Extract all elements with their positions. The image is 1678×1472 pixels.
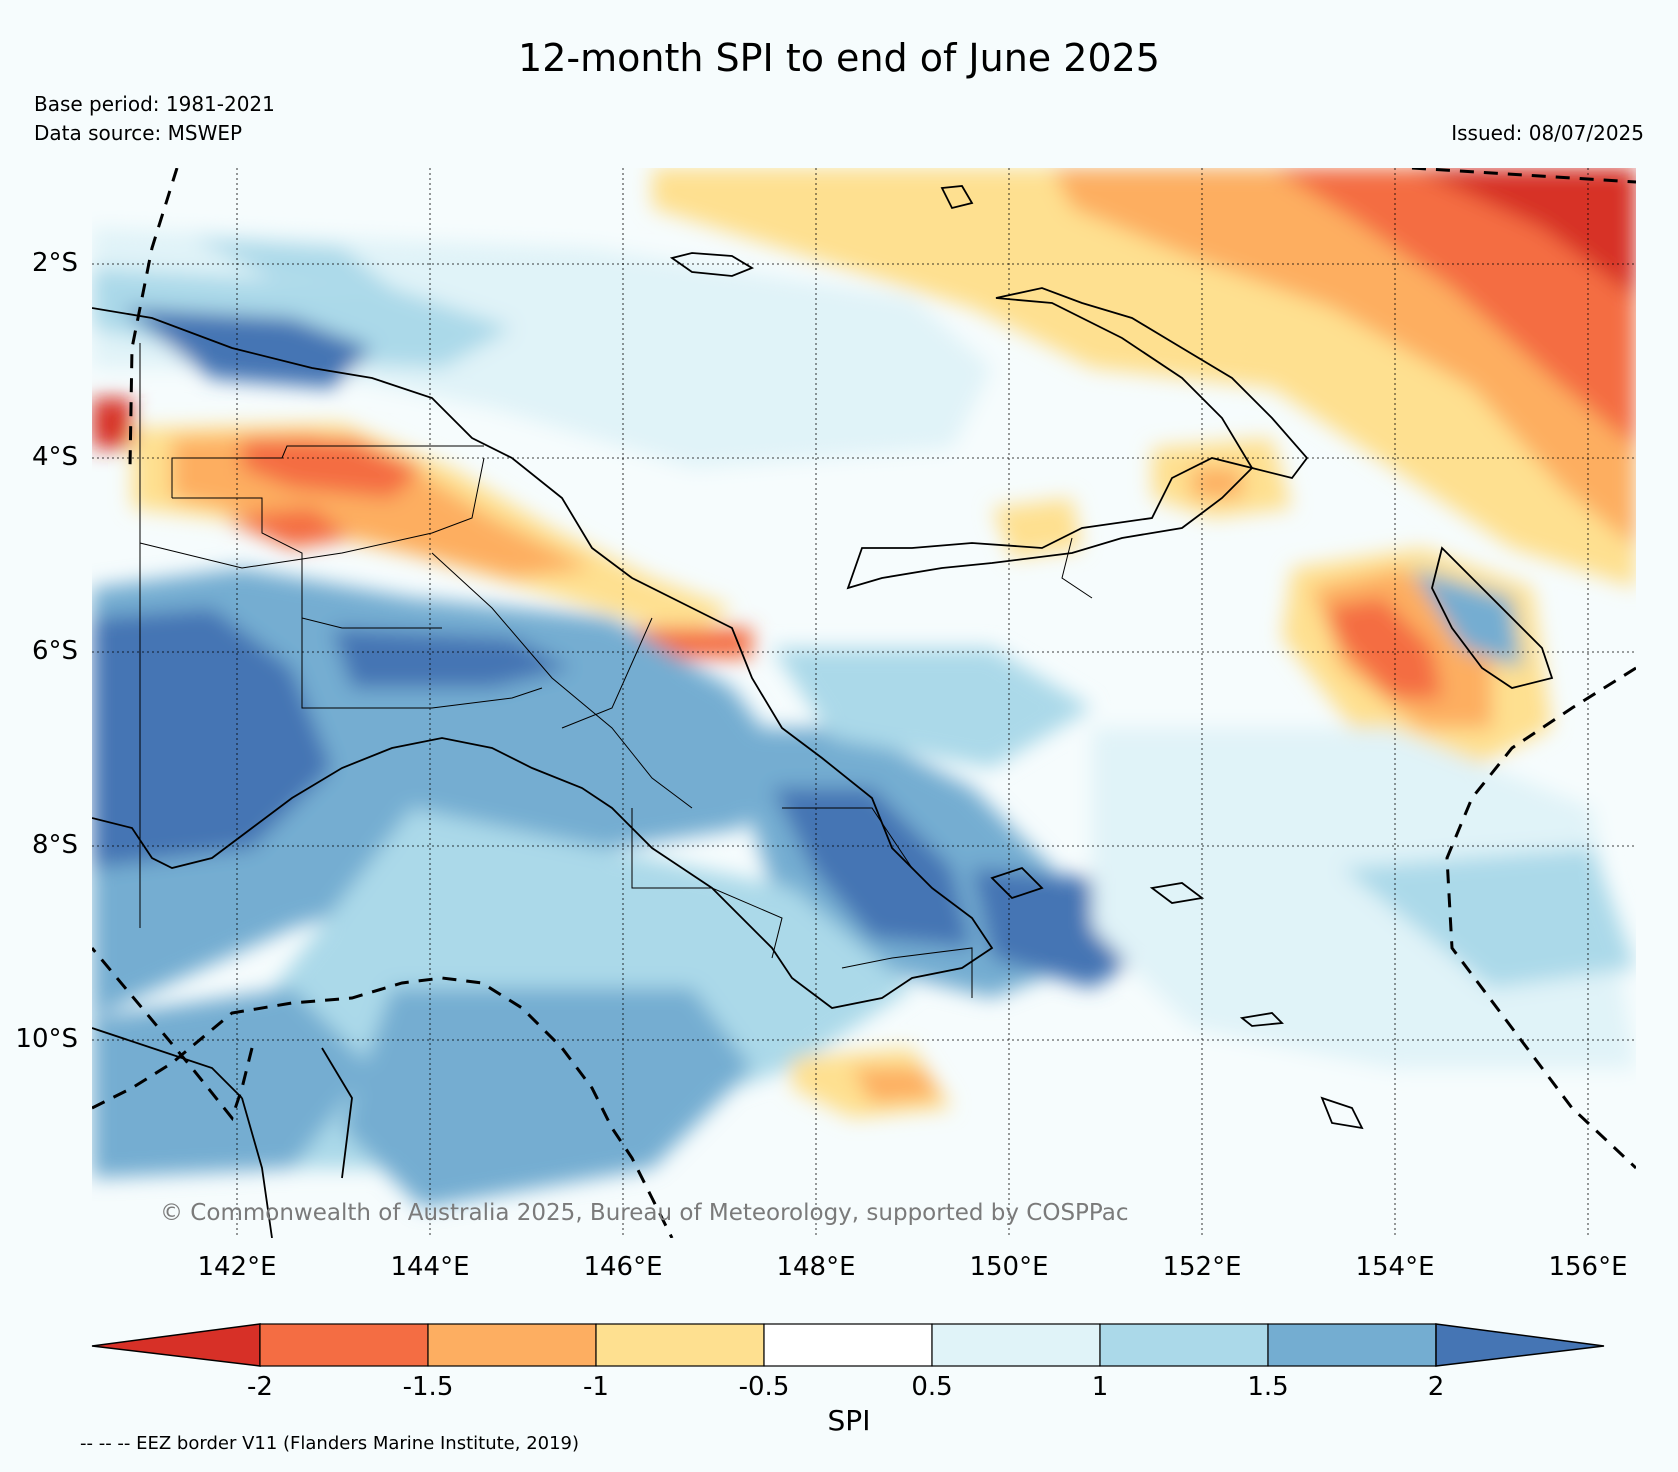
coastlines bbox=[92, 185, 1554, 1238]
lat-label-6S: 6°S bbox=[31, 636, 78, 666]
graticule bbox=[92, 168, 1636, 1238]
lon-label-142E: 142°E bbox=[197, 1252, 277, 1282]
base-period-label: Base period: 1981-2021 bbox=[34, 92, 275, 116]
colorbar-tick-0-5: 0.5 bbox=[911, 1372, 953, 1402]
lon-label-152E: 152°E bbox=[1162, 1252, 1242, 1282]
colorbar-extend-high bbox=[1435, 1323, 1605, 1367]
colorbar-segment-2 bbox=[427, 1323, 597, 1367]
colorbar-tick-neg1-5: -1.5 bbox=[402, 1372, 454, 1402]
spi-field bbox=[92, 168, 1636, 1208]
lat-label-4S: 4°S bbox=[31, 442, 78, 472]
copyright-notice: © Commonwealth of Australia 2025, Bureau… bbox=[160, 1200, 1129, 1226]
colorbar-tick-neg1: -1 bbox=[583, 1372, 609, 1402]
colorbar-segment-5 bbox=[931, 1323, 1101, 1367]
colorbar-tick-neg0-5: -0.5 bbox=[738, 1372, 790, 1402]
data-source-label: Data source: MSWEP bbox=[34, 121, 243, 145]
province-borders bbox=[139, 343, 1093, 998]
lat-label-10S: 10°S bbox=[15, 1024, 78, 1054]
colorbar-segment-6 bbox=[1099, 1323, 1269, 1367]
colorbar-segment-4 bbox=[763, 1323, 933, 1367]
colorbar-tick-2: 2 bbox=[1427, 1372, 1445, 1402]
colorbar-tick-1-5: 1.5 bbox=[1247, 1372, 1289, 1402]
colorbar bbox=[90, 1322, 1610, 1372]
map-title: 12-month SPI to end of June 2025 bbox=[518, 36, 1160, 80]
lon-label-150E: 150°E bbox=[969, 1252, 1049, 1282]
eez-borders bbox=[92, 168, 1636, 1238]
colorbar-tick-neg2: -2 bbox=[247, 1372, 273, 1402]
issued-date-label: Issued: 08/07/2025 bbox=[1451, 121, 1644, 145]
colorbar-segment-7 bbox=[1267, 1323, 1437, 1367]
lon-label-154E: 154°E bbox=[1355, 1252, 1435, 1282]
colorbar-label: SPI bbox=[827, 1404, 871, 1437]
lat-label-2S: 2°S bbox=[31, 248, 78, 278]
lon-label-144E: 144°E bbox=[390, 1252, 470, 1282]
eez-legend-note: -- -- -- EEZ border V11 (Flanders Marine… bbox=[80, 1433, 580, 1454]
colorbar-extend-low bbox=[91, 1323, 261, 1367]
lon-label-146E: 146°E bbox=[583, 1252, 663, 1282]
colorbar-segment-1 bbox=[259, 1323, 429, 1367]
spi-map bbox=[92, 168, 1636, 1238]
colorbar-segment-3 bbox=[595, 1323, 765, 1367]
lon-label-148E: 148°E bbox=[776, 1252, 856, 1282]
lon-label-156E: 156°E bbox=[1548, 1252, 1628, 1282]
colorbar-tick-1: 1 bbox=[1091, 1372, 1109, 1402]
lat-label-8S: 8°S bbox=[31, 830, 78, 860]
